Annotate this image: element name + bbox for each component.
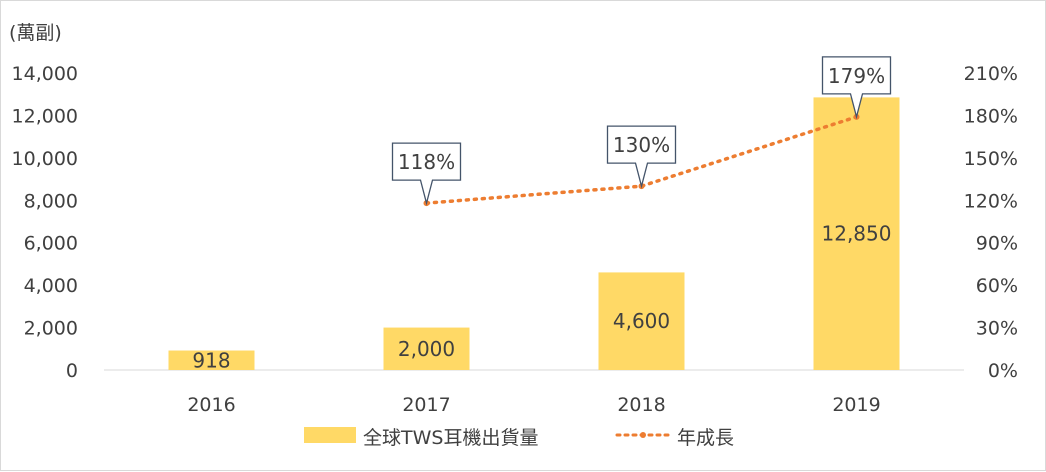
bar-value-label: 4,600 (613, 309, 670, 333)
left-tick-label: 2,000 (24, 318, 78, 340)
legend: 全球TWS耳機出貨量 年成長 (304, 427, 734, 449)
callout-label: 118% (398, 150, 455, 174)
x-tick-label: 2017 (402, 394, 450, 416)
left-tick-label: 14,000 (12, 63, 78, 85)
right-tick-label: 120% (964, 190, 1018, 212)
bar-value-label: 12,850 (822, 222, 892, 246)
callout-box (606, 125, 677, 189)
legend-marker (640, 432, 646, 438)
legend-swatch-bar (304, 427, 356, 443)
legend-label-shipments: 全球TWS耳機出貨量 (363, 427, 538, 449)
left-tick-label: 0 (66, 360, 78, 382)
right-tick-label: 90% (976, 233, 1018, 255)
callout-box (821, 56, 892, 120)
right-tick-label: 30% (976, 318, 1018, 340)
x-tick-label: 2016 (187, 394, 235, 416)
left-tick-label: 4,000 (24, 275, 78, 297)
right-axis-ticks: 0% 30% 60% 90% 120% 150% 180% 210% (964, 63, 1018, 382)
callout-label: 130% (613, 133, 670, 157)
x-tick-label: 2018 (617, 394, 665, 416)
bar-value-label: 918 (192, 348, 230, 372)
left-tick-label: 8,000 (24, 190, 78, 212)
right-tick-label: 210% (964, 63, 1018, 85)
bar-value-label: 2,000 (398, 337, 455, 361)
right-tick-label: 150% (964, 148, 1018, 170)
bar (813, 97, 900, 371)
callout-box (391, 142, 462, 206)
callout-label: 179% (828, 64, 885, 88)
growth-callouts: 118% 130% 179% (391, 56, 892, 206)
left-tick-label: 12,000 (12, 105, 78, 127)
bar-labels: 918 2,000 4,600 12,850 (192, 222, 891, 373)
bar (168, 350, 255, 370)
bar (383, 327, 470, 370)
legend-label-growth: 年成長 (677, 427, 734, 449)
left-tick-label: 10,000 (12, 148, 78, 170)
left-axis-ticks: 0 2,000 4,000 6,000 8,000 10,000 12,000 14,000 (12, 63, 78, 382)
y-axis-unit-label: (萬副) (9, 22, 62, 44)
right-tick-label: 60% (976, 275, 1018, 297)
right-tick-label: 0% (988, 360, 1018, 382)
x-tick-label: 2019 (832, 394, 880, 416)
right-tick-label: 180% (964, 105, 1018, 127)
x-axis-ticks: 2016 2017 2018 2019 (187, 394, 880, 416)
bars-series (168, 97, 900, 371)
bar (598, 272, 685, 370)
left-tick-label: 6,000 (24, 233, 78, 255)
